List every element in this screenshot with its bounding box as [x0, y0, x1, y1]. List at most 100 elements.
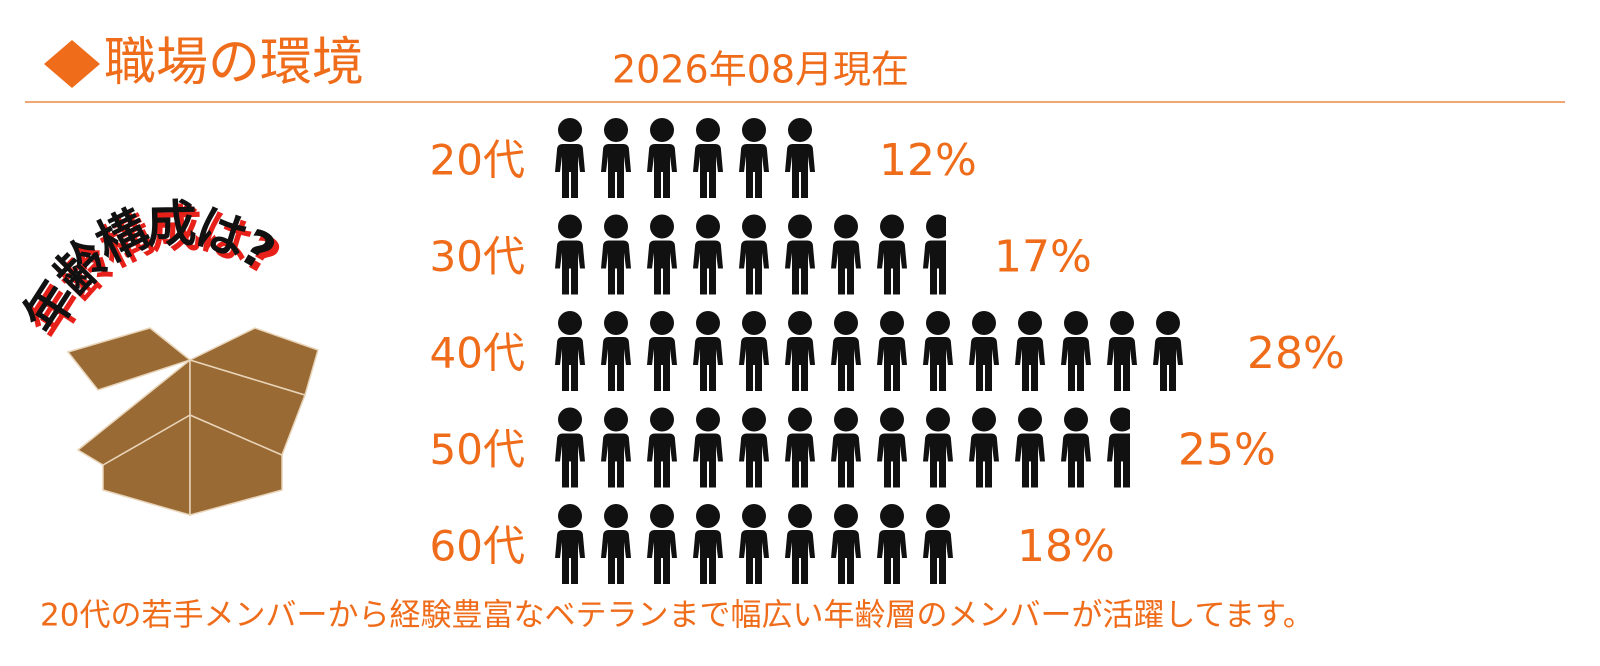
person-head — [742, 311, 766, 335]
person-body — [1107, 433, 1130, 488]
person-body — [601, 337, 631, 391]
person-body — [1061, 337, 1091, 391]
person-head — [558, 214, 582, 239]
person-body — [601, 530, 631, 584]
pictogram-row — [555, 504, 953, 584]
person-head — [650, 118, 674, 142]
person-head — [1110, 311, 1134, 335]
person-body — [969, 337, 999, 391]
value-label: 28% — [1247, 328, 1345, 379]
person-head — [650, 504, 674, 528]
person-body — [785, 433, 815, 488]
category-label: 30代 — [430, 232, 525, 281]
pictogram-row — [555, 118, 815, 198]
person-head — [880, 407, 904, 432]
person-head — [650, 407, 674, 432]
person-body — [969, 433, 999, 488]
person-head — [558, 504, 582, 528]
person-body — [1153, 337, 1183, 391]
person-head — [834, 214, 858, 239]
person-head — [604, 407, 628, 432]
person-head — [604, 504, 628, 528]
person-body — [555, 240, 585, 295]
person-head — [788, 118, 812, 142]
person-body — [693, 337, 723, 391]
person-body — [647, 433, 677, 488]
person-head — [926, 504, 950, 528]
person-body — [923, 240, 946, 295]
person-body — [739, 433, 769, 488]
person-head — [972, 407, 996, 432]
category-label: 40代 — [430, 329, 525, 378]
person-body — [877, 240, 907, 295]
person-head — [742, 214, 766, 239]
person-head — [880, 311, 904, 335]
person-head — [742, 118, 766, 142]
person-body — [923, 433, 953, 488]
person-head — [834, 407, 858, 432]
footnote: 20代の若手メンバーから経験豊富なベテランまで幅広い年齢層のメンバーが活躍してま… — [40, 598, 1314, 634]
person-head — [696, 311, 720, 335]
person-head — [604, 118, 628, 142]
person-body — [601, 144, 631, 198]
person-body — [1015, 433, 1045, 488]
person-body — [647, 337, 677, 391]
chart-subtitle: 2026年08月現在 — [612, 48, 909, 92]
annotation-path: 年齢構成は? — [12, 194, 285, 343]
person-body — [831, 433, 861, 488]
person-head — [1064, 407, 1088, 432]
person-head — [650, 214, 674, 239]
person-body — [785, 337, 815, 391]
person-body — [555, 337, 585, 391]
person-body — [739, 240, 769, 295]
box-illustration — [66, 327, 319, 516]
person-body — [1061, 433, 1091, 488]
person-head — [926, 407, 950, 432]
person-head — [742, 407, 766, 432]
person-body — [1107, 337, 1137, 391]
person-body — [601, 240, 631, 295]
category-label: 60代 — [430, 522, 525, 571]
person-body — [739, 337, 769, 391]
person-body — [555, 530, 585, 584]
person-head — [696, 214, 720, 239]
person-body — [693, 240, 723, 295]
person-head — [604, 214, 628, 239]
pictogram-row — [555, 214, 946, 295]
person-head — [558, 118, 582, 142]
person-body — [785, 530, 815, 584]
person-head — [788, 504, 812, 528]
person-body — [831, 240, 861, 295]
person-body — [877, 530, 907, 584]
person-head — [972, 311, 996, 335]
person-head — [558, 407, 582, 432]
person-body — [693, 144, 723, 198]
category-label: 50代 — [430, 425, 525, 474]
person-head — [880, 504, 904, 528]
person-head — [1018, 407, 1042, 432]
person-head — [834, 504, 858, 528]
person-head — [1156, 311, 1180, 335]
person-head — [834, 311, 858, 335]
person-body — [785, 144, 815, 198]
person-body — [693, 530, 723, 584]
person-body — [877, 337, 907, 391]
person-body — [831, 337, 861, 391]
person-body — [647, 144, 677, 198]
person-body — [739, 530, 769, 584]
person-body — [1015, 337, 1045, 391]
person-head — [696, 407, 720, 432]
category-label: 20代 — [430, 136, 525, 185]
person-body — [555, 433, 585, 488]
chart-title: 職場の環境 — [104, 33, 364, 93]
person-body — [923, 530, 953, 584]
person-head — [926, 311, 950, 335]
value-label: 18% — [1017, 521, 1115, 572]
title-marker — [44, 40, 100, 88]
person-head — [1018, 311, 1042, 335]
person-head — [1110, 407, 1130, 432]
person-body — [785, 240, 815, 295]
person-head — [788, 407, 812, 432]
person-body — [923, 337, 953, 391]
